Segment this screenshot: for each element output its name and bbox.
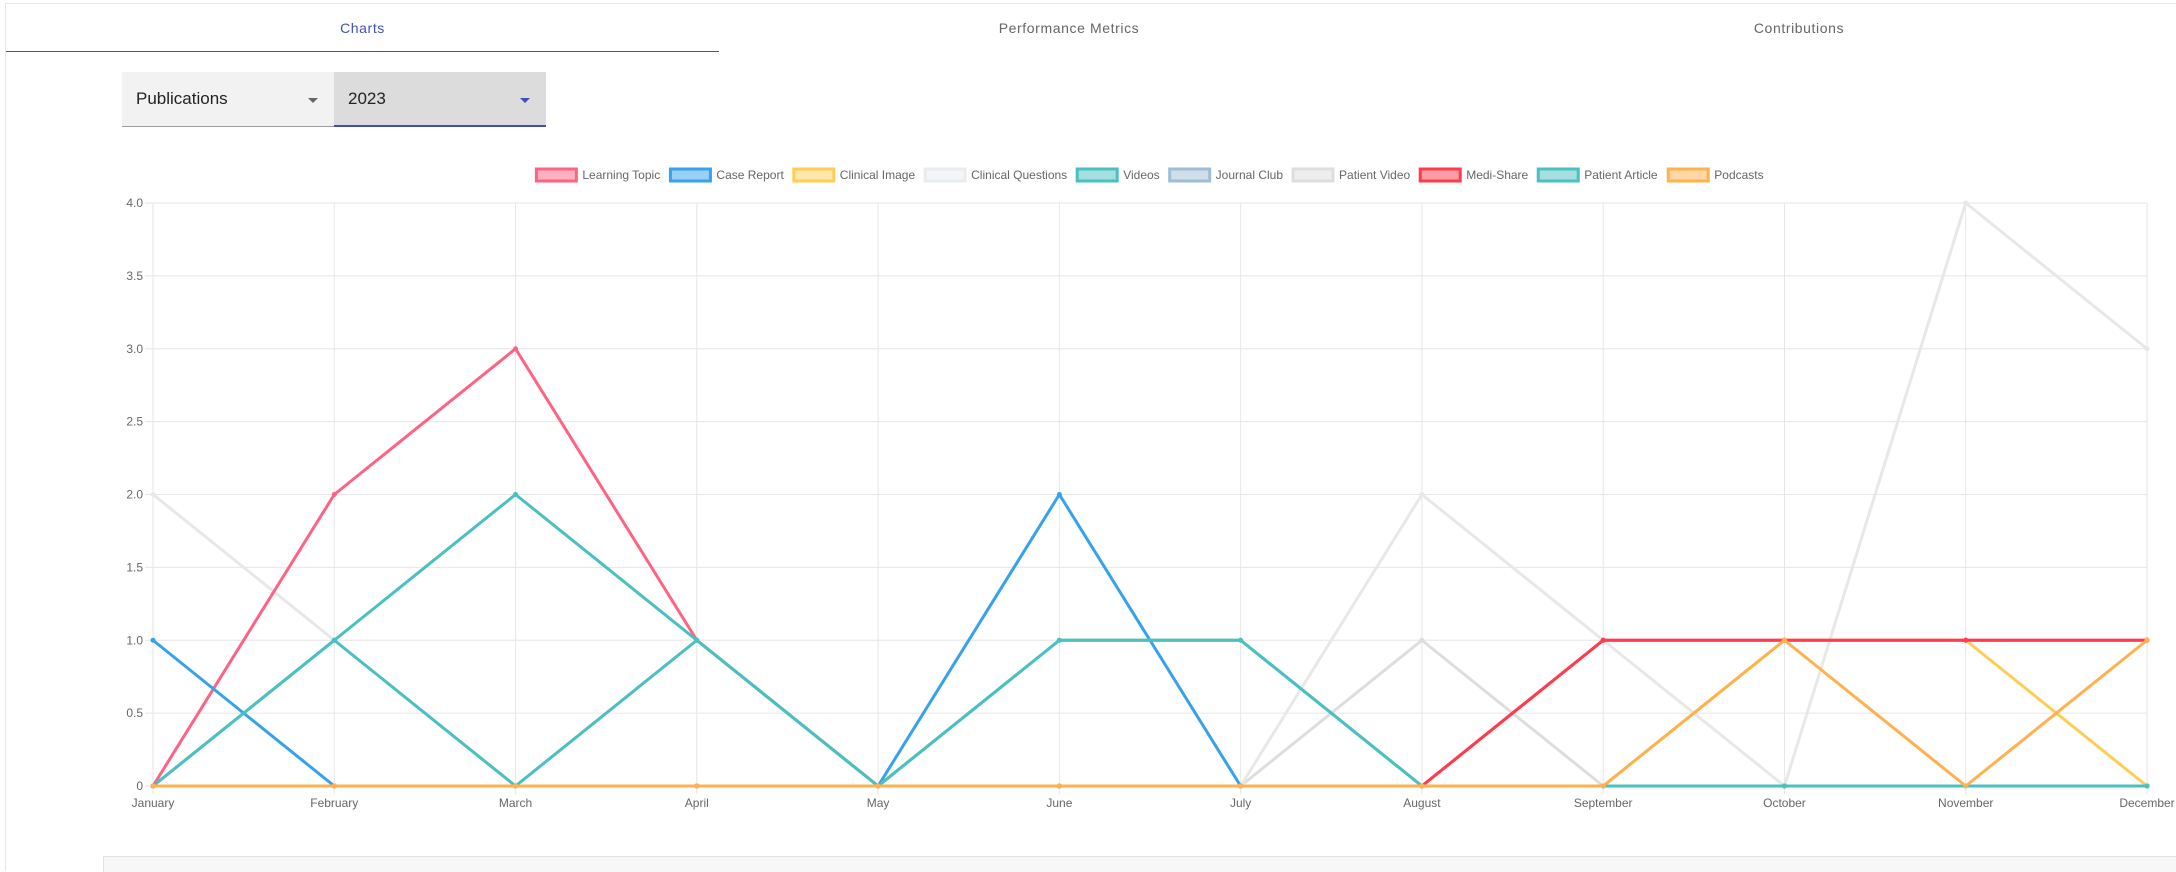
data-point (1238, 637, 1244, 643)
y-tick-label: 2.5 (126, 415, 143, 429)
legend-label: Videos (1123, 168, 1159, 182)
x-tick-label: May (867, 796, 890, 810)
data-point (2144, 637, 2150, 643)
legend-swatch (923, 167, 967, 183)
tab-charts[interactable]: Charts (6, 4, 719, 53)
data-point (150, 783, 156, 789)
chevron-down-icon (308, 98, 318, 103)
legend-swatch (1418, 167, 1462, 183)
data-point (1419, 637, 1425, 643)
legend-label: Clinical Questions (971, 168, 1067, 182)
data-point (1600, 783, 1606, 789)
chevron-down-icon (520, 98, 530, 103)
x-tick-label: September (1574, 796, 1633, 810)
data-point (1781, 783, 1787, 789)
data-point (513, 492, 519, 497)
data-point (150, 492, 156, 497)
legend-label: Medi-Share (1466, 168, 1528, 182)
legend-swatch (1291, 167, 1335, 183)
data-point (1419, 783, 1425, 789)
legend-label: Learning Topic (582, 168, 660, 182)
data-point (513, 783, 519, 789)
legend-swatch (1666, 167, 1710, 183)
legend-swatch (1168, 167, 1212, 183)
y-tick-label: 4.0 (126, 196, 143, 210)
data-point (150, 637, 156, 643)
legend-label: Patient Video (1339, 168, 1410, 182)
y-tick-label: 0.5 (126, 706, 143, 720)
legend-label: Clinical Image (840, 168, 916, 182)
year-select-value: 2023 (348, 88, 386, 108)
category-select[interactable]: Publications (122, 72, 334, 127)
footer-panel (103, 856, 2176, 872)
legend-label: Patient Article (1584, 168, 1658, 182)
legend-swatch (792, 167, 836, 183)
data-point (1238, 783, 1244, 789)
legend-swatch (1536, 167, 1580, 183)
x-tick-label: December (2119, 796, 2174, 810)
data-point (875, 783, 881, 789)
data-point (1963, 783, 1969, 789)
y-tick-label: 0 (136, 779, 143, 793)
x-tick-label: March (499, 796, 532, 810)
data-point (331, 492, 337, 497)
series-line (152, 638, 2147, 788)
data-point (1056, 492, 1062, 497)
data-point (1963, 637, 1969, 643)
data-point (1963, 200, 1969, 206)
x-tick-label: August (1403, 796, 1441, 810)
legend-label: Podcasts (1714, 168, 1763, 182)
x-tick-label: June (1046, 796, 1072, 810)
y-tick-label: 3.0 (126, 342, 143, 356)
y-tick-label: 2.0 (126, 488, 143, 502)
y-tick-label: 1.0 (126, 633, 143, 647)
category-select-value: Publications (136, 89, 228, 108)
data-point (2144, 783, 2150, 789)
data-point (1419, 492, 1425, 497)
legend-swatch (1075, 167, 1119, 183)
legend-label: Journal Club (1216, 168, 1284, 182)
data-point (1056, 783, 1062, 789)
tab-contributions[interactable]: Contributions (1753, 19, 1845, 36)
data-point (1056, 637, 1062, 643)
x-tick-label: November (1938, 796, 1993, 810)
legend-label: Case Report (716, 168, 784, 182)
data-point (694, 783, 700, 789)
data-point (1600, 637, 1606, 643)
publications-line-chart: 0 0.5 1.0 1.5 2.0 2.5 3.0 3.5 4.0 January February… (126, 167, 2175, 810)
data-point (1781, 637, 1787, 643)
charts-panel (5, 52, 2176, 871)
x-tick-label: January (132, 796, 175, 810)
data-point (513, 346, 519, 352)
tab-bar: Charts Performance Metrics Contributions (5, 3, 2176, 53)
year-select[interactable]: 2023 (334, 72, 546, 127)
x-tick-label: October (1763, 796, 1806, 810)
data-point (331, 637, 337, 643)
y-tick-label: 3.5 (126, 269, 143, 283)
legend-swatch (668, 167, 712, 183)
x-tick-label: July (1230, 796, 1251, 810)
legend-swatch (534, 167, 578, 183)
x-tick-label: April (685, 796, 709, 810)
data-point (694, 637, 700, 643)
data-point (331, 783, 337, 789)
tab-performance-metrics[interactable]: Performance Metrics (998, 19, 1140, 36)
data-point (2144, 346, 2150, 352)
series-line (153, 638, 2148, 788)
x-tick-label: February (310, 796, 358, 810)
y-tick-label: 1.5 (126, 560, 143, 574)
